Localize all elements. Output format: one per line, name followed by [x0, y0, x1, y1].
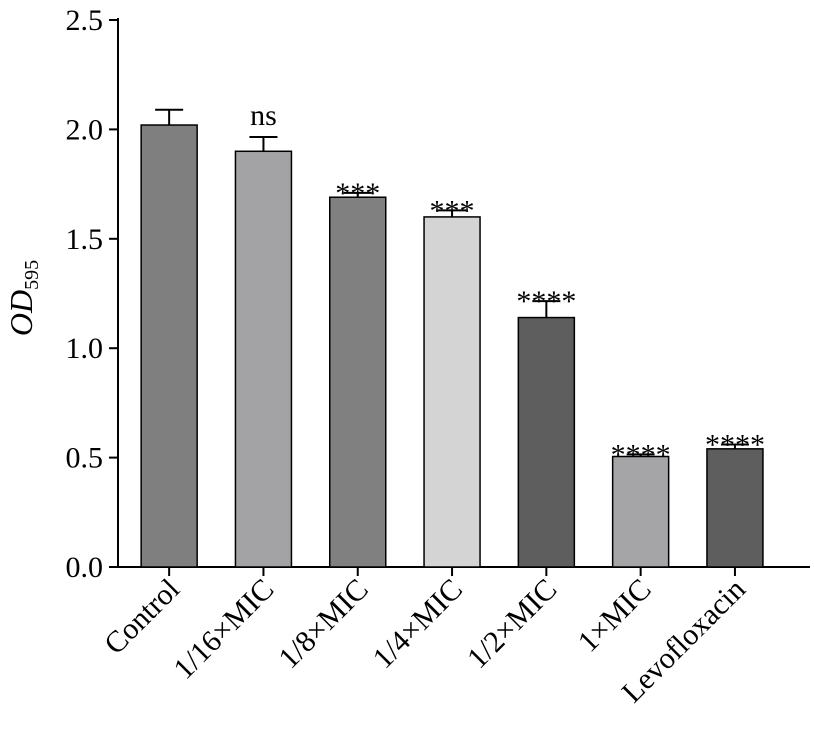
bar [706, 448, 764, 568]
y-tick-label: 1.5 [66, 223, 104, 256]
y-tick-label: 2.5 [66, 4, 104, 37]
significance-label: **** [705, 428, 765, 461]
y-axis-label-subscript: 595 [21, 260, 43, 290]
significance-label: *** [430, 194, 475, 227]
y-axis-label-main: OD [3, 290, 39, 336]
y-axis-label: OD595 [3, 260, 43, 336]
x-category-label: 1/8×MIC [272, 573, 374, 675]
x-category-label: 1/2×MIC [461, 573, 563, 675]
significance-label: *** [335, 177, 380, 210]
y-tick-label: 1.0 [66, 332, 104, 365]
x-category-label: 1×MIC [572, 573, 658, 659]
bar [329, 196, 387, 568]
bar [611, 455, 670, 568]
bar [517, 316, 576, 568]
bar [423, 216, 481, 568]
bar [234, 150, 293, 568]
significance-label: ns [250, 99, 277, 132]
y-tick-label: 0.0 [66, 551, 104, 584]
x-category-label: 1/16×MIC [167, 573, 280, 686]
bar [140, 124, 198, 568]
x-category-label: Control [98, 573, 186, 661]
significance-label: **** [516, 285, 576, 318]
significance-label: **** [611, 438, 671, 471]
y-tick-label: 0.5 [66, 442, 104, 475]
y-tick-label: 2.0 [66, 113, 104, 146]
x-category-label: 1/4×MIC [367, 573, 469, 675]
